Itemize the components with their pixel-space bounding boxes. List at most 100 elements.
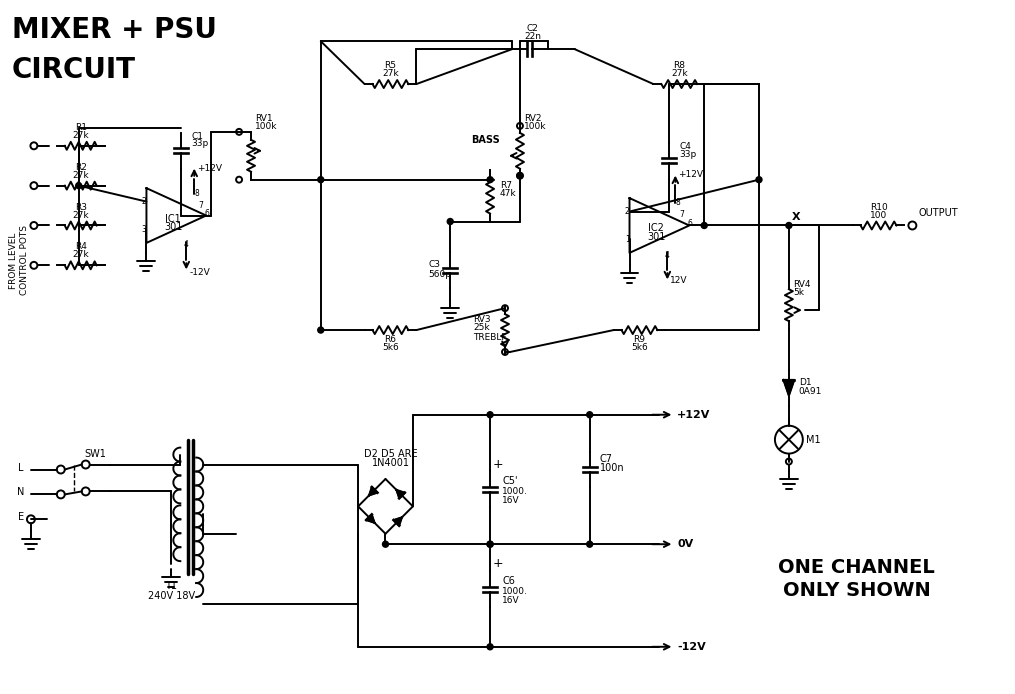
Text: 301: 301 <box>164 223 183 232</box>
Text: 27k: 27k <box>72 210 89 219</box>
Text: ONE CHANNEL
ONLY SHOWN: ONE CHANNEL ONLY SHOWN <box>779 558 935 600</box>
Text: 33p: 33p <box>679 150 696 159</box>
Text: SW1: SW1 <box>84 448 107 459</box>
Text: IC2: IC2 <box>649 223 665 233</box>
Text: R2: R2 <box>75 162 86 171</box>
Circle shape <box>448 219 454 224</box>
Text: 27k: 27k <box>383 69 399 78</box>
Text: 3: 3 <box>141 225 146 234</box>
Text: R9: R9 <box>633 335 646 344</box>
Text: C1: C1 <box>191 132 203 141</box>
Text: 27k: 27k <box>671 69 687 78</box>
Circle shape <box>487 541 493 547</box>
Circle shape <box>487 644 493 650</box>
Text: 301: 301 <box>648 232 666 242</box>
Text: 16V: 16V <box>502 596 520 605</box>
Text: C5': C5' <box>502 477 518 486</box>
Text: -12V: -12V <box>189 268 210 277</box>
Text: 33p: 33p <box>191 139 208 148</box>
Circle shape <box>701 223 707 228</box>
Text: 1000.: 1000. <box>502 587 528 596</box>
Text: C2: C2 <box>527 24 539 33</box>
Text: C3: C3 <box>428 260 441 269</box>
Text: 16V: 16V <box>502 496 520 505</box>
Text: 6: 6 <box>204 209 209 218</box>
Text: +12V: +12V <box>677 409 710 420</box>
Text: +12V: +12V <box>197 164 222 174</box>
Text: RV2: RV2 <box>524 114 541 123</box>
Text: 0V: 0V <box>677 539 693 549</box>
Text: 12V: 12V <box>670 276 688 285</box>
Text: R8: R8 <box>673 61 685 70</box>
Circle shape <box>76 183 82 189</box>
Text: R6: R6 <box>385 335 397 344</box>
Text: +12V: +12V <box>678 170 703 179</box>
Circle shape <box>786 223 792 228</box>
Text: C6: C6 <box>502 576 515 586</box>
Text: 240V 18V: 240V 18V <box>148 591 195 601</box>
Circle shape <box>587 541 593 547</box>
Circle shape <box>487 412 493 418</box>
Text: M1: M1 <box>806 434 820 445</box>
Text: 8: 8 <box>675 198 680 207</box>
Text: D1: D1 <box>799 378 811 387</box>
Text: 100n: 100n <box>600 464 624 473</box>
Text: 4: 4 <box>665 251 670 260</box>
Text: 100k: 100k <box>524 122 546 131</box>
Text: 1000.: 1000. <box>502 487 528 496</box>
Text: MIXER + PSU: MIXER + PSU <box>12 17 217 44</box>
Text: 1: 1 <box>625 235 629 244</box>
Circle shape <box>587 412 593 418</box>
Circle shape <box>756 177 762 183</box>
Text: OUTPUT: OUTPUT <box>919 208 958 217</box>
Text: IC1: IC1 <box>165 214 182 223</box>
Text: 5k6: 5k6 <box>631 343 648 352</box>
Circle shape <box>517 173 523 178</box>
Text: N: N <box>16 487 24 498</box>
Text: +: + <box>493 457 503 471</box>
Text: L: L <box>18 462 24 473</box>
Text: R7: R7 <box>500 180 512 189</box>
Polygon shape <box>394 517 402 525</box>
Text: RV4: RV4 <box>793 280 810 289</box>
Text: 5k: 5k <box>793 288 804 297</box>
Text: 27k: 27k <box>72 251 89 260</box>
Text: RV3: RV3 <box>473 315 491 324</box>
Text: 7: 7 <box>198 201 203 210</box>
Circle shape <box>487 177 493 183</box>
Text: E: E <box>18 512 24 523</box>
Text: 27k: 27k <box>72 171 89 180</box>
Text: 5k6: 5k6 <box>382 343 399 352</box>
Text: D2 D5 ARE: D2 D5 ARE <box>363 449 417 459</box>
Text: C4: C4 <box>679 142 691 151</box>
Text: R3: R3 <box>75 203 86 212</box>
Text: 100k: 100k <box>255 122 277 131</box>
Text: 100: 100 <box>870 210 887 219</box>
Text: 6: 6 <box>687 219 692 228</box>
Circle shape <box>318 177 324 183</box>
Text: T1: T1 <box>165 581 178 591</box>
Text: 0A91: 0A91 <box>799 387 822 396</box>
Text: TREBLF: TREBLF <box>473 333 506 342</box>
Text: 27k: 27k <box>72 131 89 139</box>
Text: 2: 2 <box>142 197 146 206</box>
Text: CIRCUIT: CIRCUIT <box>12 56 136 84</box>
Text: RV1: RV1 <box>255 114 273 123</box>
Polygon shape <box>397 490 405 498</box>
Text: 4: 4 <box>184 240 189 249</box>
Circle shape <box>383 541 389 547</box>
Text: R10: R10 <box>870 203 887 212</box>
Text: R1: R1 <box>75 123 86 132</box>
Polygon shape <box>369 487 378 496</box>
Text: -12V: -12V <box>677 642 706 652</box>
Text: 1N4001: 1N4001 <box>371 458 409 468</box>
Text: R5: R5 <box>385 61 397 70</box>
Text: 7: 7 <box>679 210 684 219</box>
Text: 2: 2 <box>625 207 629 216</box>
Text: C7: C7 <box>600 454 613 464</box>
Text: +: + <box>493 557 503 570</box>
Text: 22n: 22n <box>525 32 541 41</box>
Text: X: X <box>792 212 801 221</box>
Circle shape <box>318 327 324 333</box>
Text: 8: 8 <box>194 189 199 198</box>
